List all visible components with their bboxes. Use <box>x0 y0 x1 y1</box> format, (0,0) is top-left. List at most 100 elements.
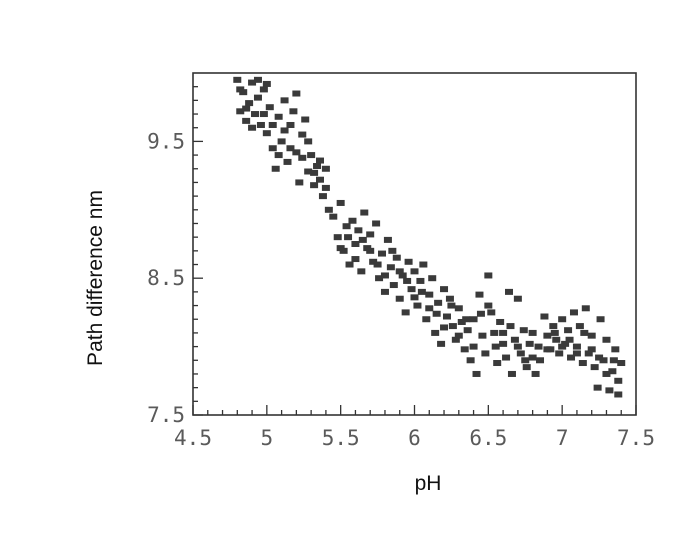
data-point <box>295 179 304 186</box>
data-point <box>357 268 366 275</box>
data-point <box>413 302 422 309</box>
data-point <box>555 350 564 357</box>
data-point <box>315 157 324 164</box>
data-point <box>513 343 522 350</box>
tick-marks <box>192 86 637 416</box>
data-point <box>265 104 274 111</box>
x-tick-label: 7 <box>556 426 569 450</box>
data-point <box>304 138 313 145</box>
data-point <box>454 305 463 312</box>
data-point <box>602 370 611 377</box>
data-point <box>431 329 440 336</box>
data-point <box>425 305 434 312</box>
y-axis-title: Path difference nm <box>84 190 107 366</box>
data-point <box>543 332 552 339</box>
data-point <box>602 336 611 343</box>
data-point <box>466 357 475 364</box>
data-point <box>584 350 593 357</box>
data-point <box>242 105 251 112</box>
data-point <box>505 288 514 295</box>
data-point <box>389 282 398 289</box>
data-point <box>324 206 333 213</box>
data-point <box>386 264 395 271</box>
data-point <box>388 247 397 254</box>
data-point <box>540 313 549 320</box>
data-point <box>484 302 493 309</box>
data-point <box>445 295 454 302</box>
data-point <box>348 217 357 224</box>
data-point <box>375 275 384 282</box>
data-point <box>298 154 307 161</box>
data-point <box>428 275 437 282</box>
data-point <box>572 343 581 350</box>
data-point <box>242 117 251 124</box>
data-point <box>478 332 487 339</box>
data-point <box>521 357 530 364</box>
data-point <box>550 329 559 336</box>
data-point <box>360 209 369 216</box>
data-point <box>259 111 268 118</box>
data-point <box>599 357 608 364</box>
x-tick-label: 5 <box>261 426 274 450</box>
data-point <box>280 97 289 104</box>
data-point <box>522 364 531 371</box>
data-point <box>487 309 496 316</box>
data-point <box>344 234 353 241</box>
x-axis-title: pH <box>415 472 442 495</box>
data-point <box>315 176 324 183</box>
data-point <box>608 368 617 375</box>
data-point <box>307 152 316 159</box>
data-point <box>564 327 573 334</box>
data-point <box>580 329 589 336</box>
data-point <box>490 329 499 336</box>
data-point <box>476 310 485 317</box>
data-point <box>590 364 599 371</box>
data-point <box>245 100 254 107</box>
data-point <box>404 258 413 265</box>
data-point <box>481 350 490 357</box>
data-point <box>448 323 457 330</box>
data-point <box>403 277 412 284</box>
data-point <box>401 309 410 316</box>
x-tick-label: 4.5 <box>174 426 212 450</box>
data-point <box>395 268 404 275</box>
data-point <box>358 236 367 243</box>
data-point <box>369 258 378 265</box>
data-point <box>440 286 449 293</box>
data-point <box>457 318 466 325</box>
data-point <box>491 343 500 350</box>
data-point <box>366 247 375 254</box>
data-point <box>313 163 322 170</box>
data-point <box>262 80 271 87</box>
data-point <box>304 168 313 175</box>
data-point <box>298 131 307 138</box>
data-point <box>499 340 508 347</box>
data-point <box>336 199 345 206</box>
data-point <box>614 391 623 398</box>
data-point <box>442 313 451 320</box>
data-point <box>351 241 360 247</box>
data-point <box>301 116 310 123</box>
data-point <box>609 357 618 364</box>
data-point <box>236 86 245 93</box>
data-point <box>425 291 434 298</box>
data-point <box>565 336 574 343</box>
data-point <box>469 316 478 323</box>
data-point <box>593 384 602 391</box>
data-point <box>286 121 295 128</box>
data-point <box>336 245 345 252</box>
data-point <box>516 350 525 357</box>
data-point <box>280 127 289 134</box>
data-point <box>575 323 584 330</box>
data-point <box>572 350 581 357</box>
data-point <box>617 360 626 367</box>
data-point <box>410 294 419 301</box>
data-point <box>447 302 456 309</box>
data-point <box>528 354 537 361</box>
data-point <box>383 236 392 243</box>
data-point <box>536 357 545 364</box>
data-point <box>271 165 280 172</box>
data-point <box>510 336 519 343</box>
data-point <box>506 323 515 330</box>
